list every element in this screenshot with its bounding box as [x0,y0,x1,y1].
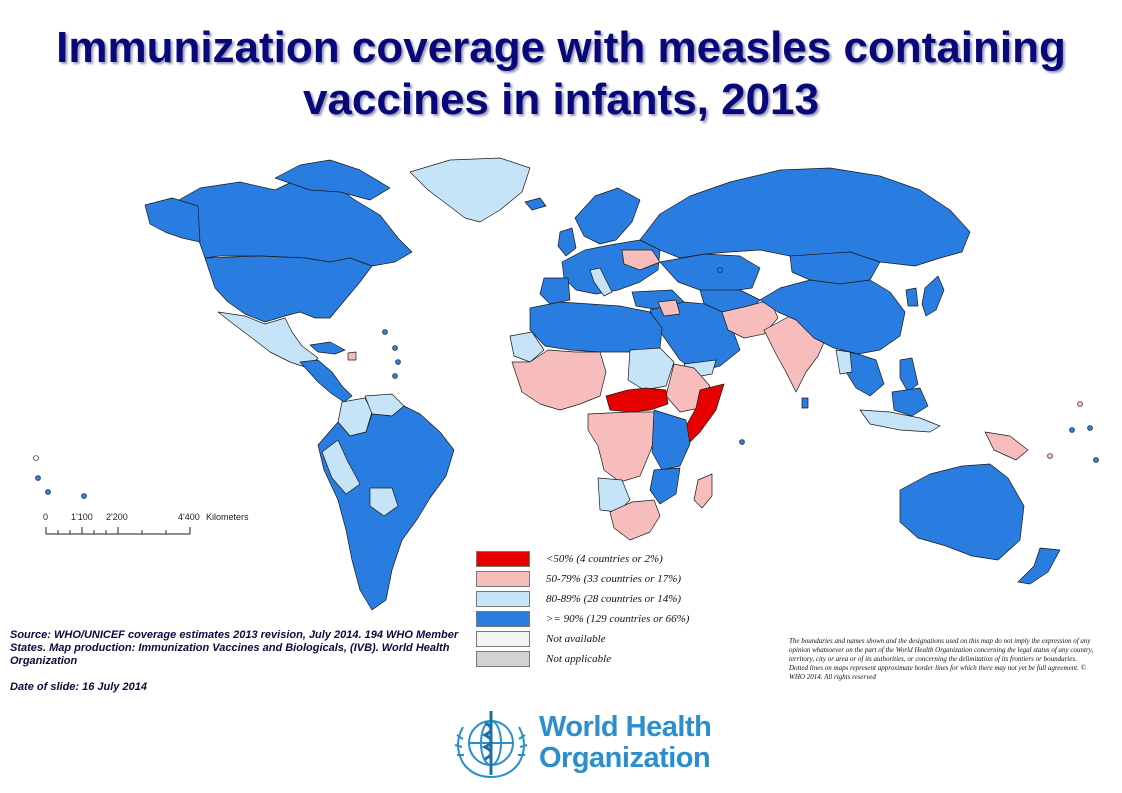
region-greenland [409,157,531,223]
island-dot [392,345,398,351]
island-dot [1047,453,1053,459]
legend-label: <50% (4 countries or 2%) [546,553,663,565]
scale-unit: Kilometers [206,512,249,522]
legend-item: <50% (4 countries or 2%) [476,549,689,569]
island-dot [1093,457,1099,463]
region-southern-africa [609,499,661,541]
scale-bar-labels: 0 1'100 2'200 4'400 Kilometers [40,512,270,526]
title-line-2: vaccines in infants, 2013 [302,75,820,124]
region-central-america [299,359,353,403]
region-east-africa [651,409,691,471]
region-middle-east [649,301,741,373]
world-map [33,157,1099,611]
who-wordmark: World Health Organization [539,711,712,774]
region-madagascar [693,473,713,509]
legend-swatch [476,571,530,587]
legend-label: 50-79% (33 countries or 17%) [546,573,682,585]
island-dot [35,475,41,481]
legend-swatch [476,551,530,567]
legend-swatch [476,611,530,627]
region-canada-islands [274,159,391,201]
region-canada [169,177,413,267]
region-west-africa [511,349,607,411]
region-australia [899,463,1025,561]
region-kazakhstan [659,253,761,293]
legend-label: Not applicable [546,653,612,665]
who-emblem-icon [454,711,528,779]
region-peru [321,439,361,495]
region-italy [589,267,613,297]
legend-swatch [476,631,530,647]
region-congo-basin [587,411,659,483]
region-mexico [217,311,319,369]
scale-label-0: 0 [43,512,49,522]
region-mauritania [509,331,545,363]
legend-label: >= 90% (129 countries or 66%) [546,613,690,625]
island-dot [81,493,87,499]
region-indonesia [859,409,941,433]
region-cuba [309,341,346,355]
legend-label: 80-89% (28 countries or 14%) [546,593,682,605]
map-title: Immunization coverage with measles conta… [0,22,1122,126]
region-korea [905,287,919,307]
island-dot [395,359,401,365]
region-myanmar [835,349,853,375]
region-iceland [524,197,547,211]
region-iberia [539,277,571,305]
region-japan [921,275,945,317]
region-south-sudan-car [605,387,669,413]
region-somalia [685,383,725,443]
region-new-zealand [1017,547,1061,585]
source-note: Source: WHO/UNICEF coverage estimates 20… [10,629,459,667]
region-north-africa [529,301,663,353]
scale-label-4400: 4'400 [178,512,200,522]
region-ukraine [621,249,661,271]
region-china [759,279,906,355]
legend-item: >= 90% (129 countries or 66%) [476,609,689,629]
scale-label-1100: 1'100 [71,512,93,522]
island-dot [382,329,388,335]
region-bolivia [369,487,399,517]
disclaimer-text: The boundaries and names shown and the d… [789,637,1094,681]
island-dot [45,489,51,495]
region-usa [204,255,373,323]
who-wordmark-line-2: Organization [539,742,711,774]
scale-bar [45,527,191,535]
legend-item: Not applicable [476,649,689,669]
region-sri-lanka [801,397,809,409]
region-mozambique [649,467,681,505]
legend-item: Not available [476,629,689,649]
region-sudan [627,347,675,391]
legend-item: 80-89% (28 countries or 14%) [476,589,689,609]
region-russia [639,167,971,267]
region-alaska [144,197,201,243]
region-papua [984,431,1029,461]
legend-swatch [476,651,530,667]
who-wordmark-line-1: World Health [539,711,712,743]
island-dot [717,267,723,273]
region-borneo [891,387,929,417]
region-philippines [899,357,919,393]
legend-item: 50-79% (33 countries or 17%) [476,569,689,589]
region-uk [557,227,577,257]
map-legend: <50% (4 countries or 2%) 50-79% (33 coun… [476,549,689,669]
island-dot [392,373,398,379]
island-dot [1087,425,1093,431]
island-dot [1069,427,1075,433]
region-haiti [347,351,357,361]
region-syria [657,299,681,317]
region-scandinavia [574,187,641,245]
legend-label: Not available [546,633,606,645]
legend-swatch [476,591,530,607]
island-dot [739,439,745,445]
island-dot [33,455,39,461]
title-line-1: Immunization coverage with measles conta… [56,23,1066,72]
scale-label-2200: 2'200 [106,512,128,522]
slide-date: Date of slide: 16 July 2014 [10,681,147,693]
island-dot [1077,401,1083,407]
